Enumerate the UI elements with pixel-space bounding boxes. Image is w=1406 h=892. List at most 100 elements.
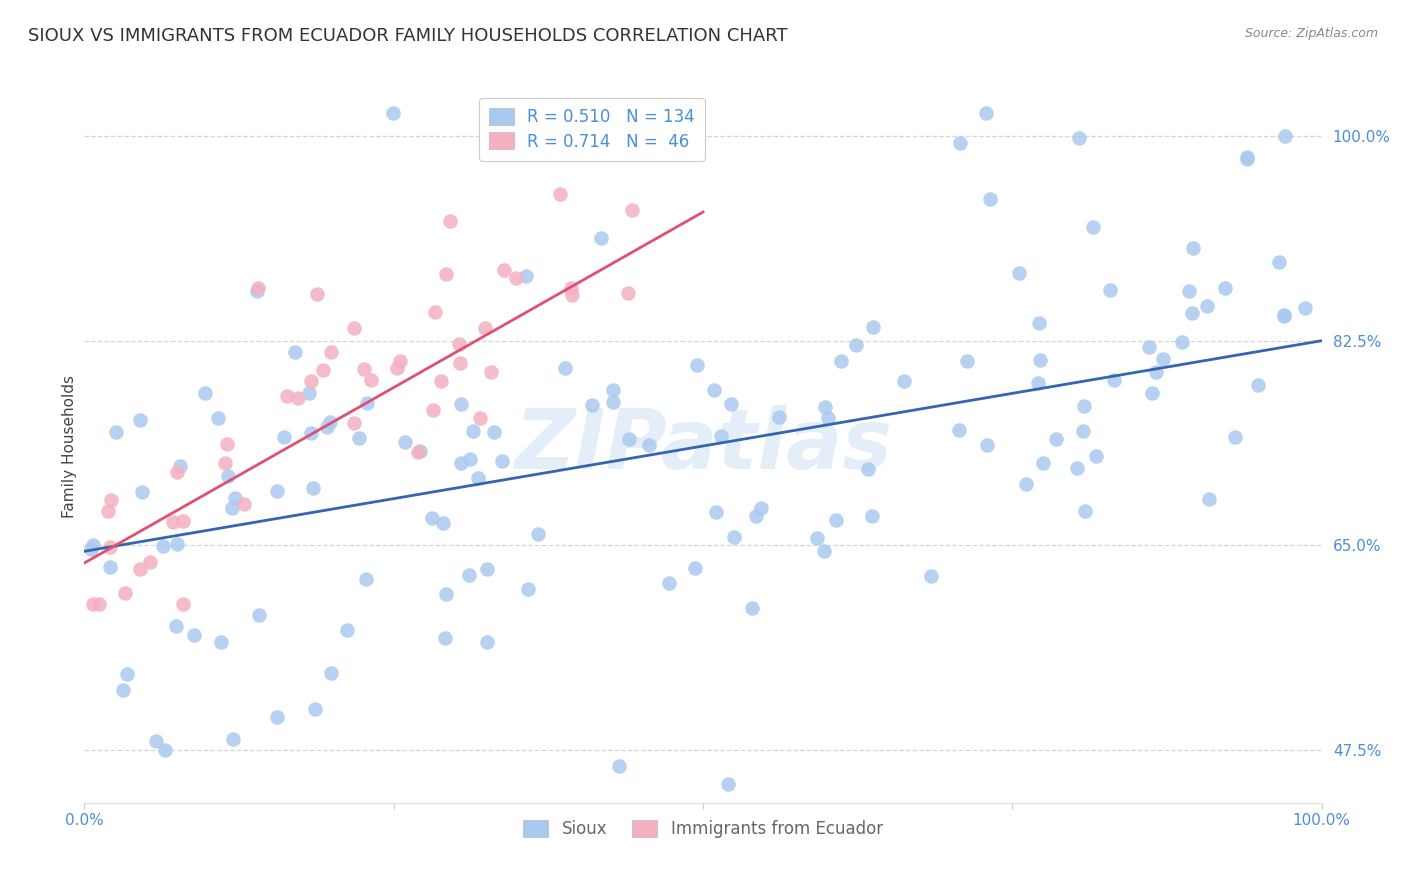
Point — [1073, 503, 1095, 517]
Point — [388, 354, 411, 368]
Point — [948, 423, 970, 437]
Point — [224, 491, 246, 506]
Point — [221, 500, 243, 515]
Point — [423, 305, 446, 319]
Point — [1236, 153, 1258, 167]
Point — [1247, 378, 1270, 392]
Point — [153, 743, 176, 757]
Y-axis label: Family Households: Family Households — [62, 375, 77, 517]
Point — [221, 732, 243, 747]
Point — [1177, 284, 1199, 298]
Point — [449, 337, 471, 351]
Point — [703, 383, 725, 397]
Text: ZIPatlas: ZIPatlas — [515, 406, 891, 486]
Point — [420, 511, 443, 525]
Point — [1137, 340, 1160, 354]
Point — [115, 667, 138, 681]
Point — [814, 400, 837, 414]
Point — [336, 623, 359, 637]
Point — [82, 597, 104, 611]
Point — [394, 434, 416, 449]
Point — [685, 560, 707, 574]
Point — [409, 443, 432, 458]
Point — [1223, 430, 1246, 444]
Point — [302, 481, 325, 495]
Point — [131, 484, 153, 499]
Point — [1268, 255, 1291, 269]
Point — [1032, 456, 1054, 470]
Point — [162, 515, 184, 529]
Point — [166, 465, 188, 479]
Point — [299, 374, 322, 388]
Point — [1073, 424, 1095, 438]
Point — [1085, 449, 1108, 463]
Point — [607, 758, 630, 772]
Point — [1073, 399, 1095, 413]
Point — [813, 544, 835, 558]
Point — [976, 105, 998, 120]
Point — [312, 362, 335, 376]
Point — [429, 374, 451, 388]
Point — [434, 267, 457, 281]
Point — [1294, 301, 1316, 315]
Point — [360, 373, 382, 387]
Point — [1171, 334, 1194, 349]
Point — [266, 484, 288, 499]
Point — [686, 358, 709, 372]
Point — [1098, 283, 1121, 297]
Text: Source: ZipAtlas.com: Source: ZipAtlas.com — [1244, 27, 1378, 40]
Point — [470, 411, 492, 425]
Point — [482, 425, 505, 439]
Point — [287, 391, 309, 405]
Point — [209, 634, 232, 648]
Point — [467, 470, 489, 484]
Point — [1067, 131, 1090, 145]
Point — [343, 416, 366, 430]
Point — [1028, 316, 1050, 330]
Point — [581, 398, 603, 412]
Text: SIOUX VS IMMIGRANTS FROM ECUADOR FAMILY HOUSEHOLDS CORRELATION CHART: SIOUX VS IMMIGRANTS FROM ECUADOR FAMILY … — [28, 27, 787, 45]
Point — [207, 410, 229, 425]
Point — [710, 429, 733, 443]
Point — [458, 568, 481, 582]
Point — [515, 269, 537, 284]
Point — [450, 397, 472, 411]
Point — [561, 288, 583, 302]
Legend: Sioux, Immigrants from Ecuador: Sioux, Immigrants from Ecuador — [516, 813, 890, 845]
Point — [1180, 306, 1202, 320]
Point — [893, 374, 915, 388]
Point — [266, 709, 288, 723]
Point — [494, 263, 516, 277]
Point — [304, 701, 326, 715]
Point — [129, 562, 152, 576]
Point — [526, 526, 548, 541]
Point — [343, 320, 366, 334]
Point — [768, 409, 790, 424]
Point — [98, 540, 121, 554]
Point — [1152, 352, 1174, 367]
Point — [825, 513, 848, 527]
Point — [307, 286, 329, 301]
Point — [602, 383, 624, 397]
Point — [1213, 281, 1236, 295]
Point — [717, 777, 740, 791]
Point — [637, 438, 659, 452]
Point — [139, 555, 162, 569]
Point — [658, 576, 681, 591]
Point — [1274, 308, 1296, 322]
Point — [80, 541, 103, 556]
Point — [276, 389, 298, 403]
Point — [720, 396, 742, 410]
Point — [356, 572, 378, 586]
Point — [602, 395, 624, 409]
Point — [1045, 432, 1067, 446]
Point — [554, 361, 576, 376]
Point — [169, 459, 191, 474]
Point — [172, 514, 194, 528]
Point — [172, 597, 194, 611]
Point — [1104, 373, 1126, 387]
Point — [89, 597, 111, 611]
Point — [617, 432, 640, 446]
Point — [976, 438, 998, 452]
Point — [406, 445, 429, 459]
